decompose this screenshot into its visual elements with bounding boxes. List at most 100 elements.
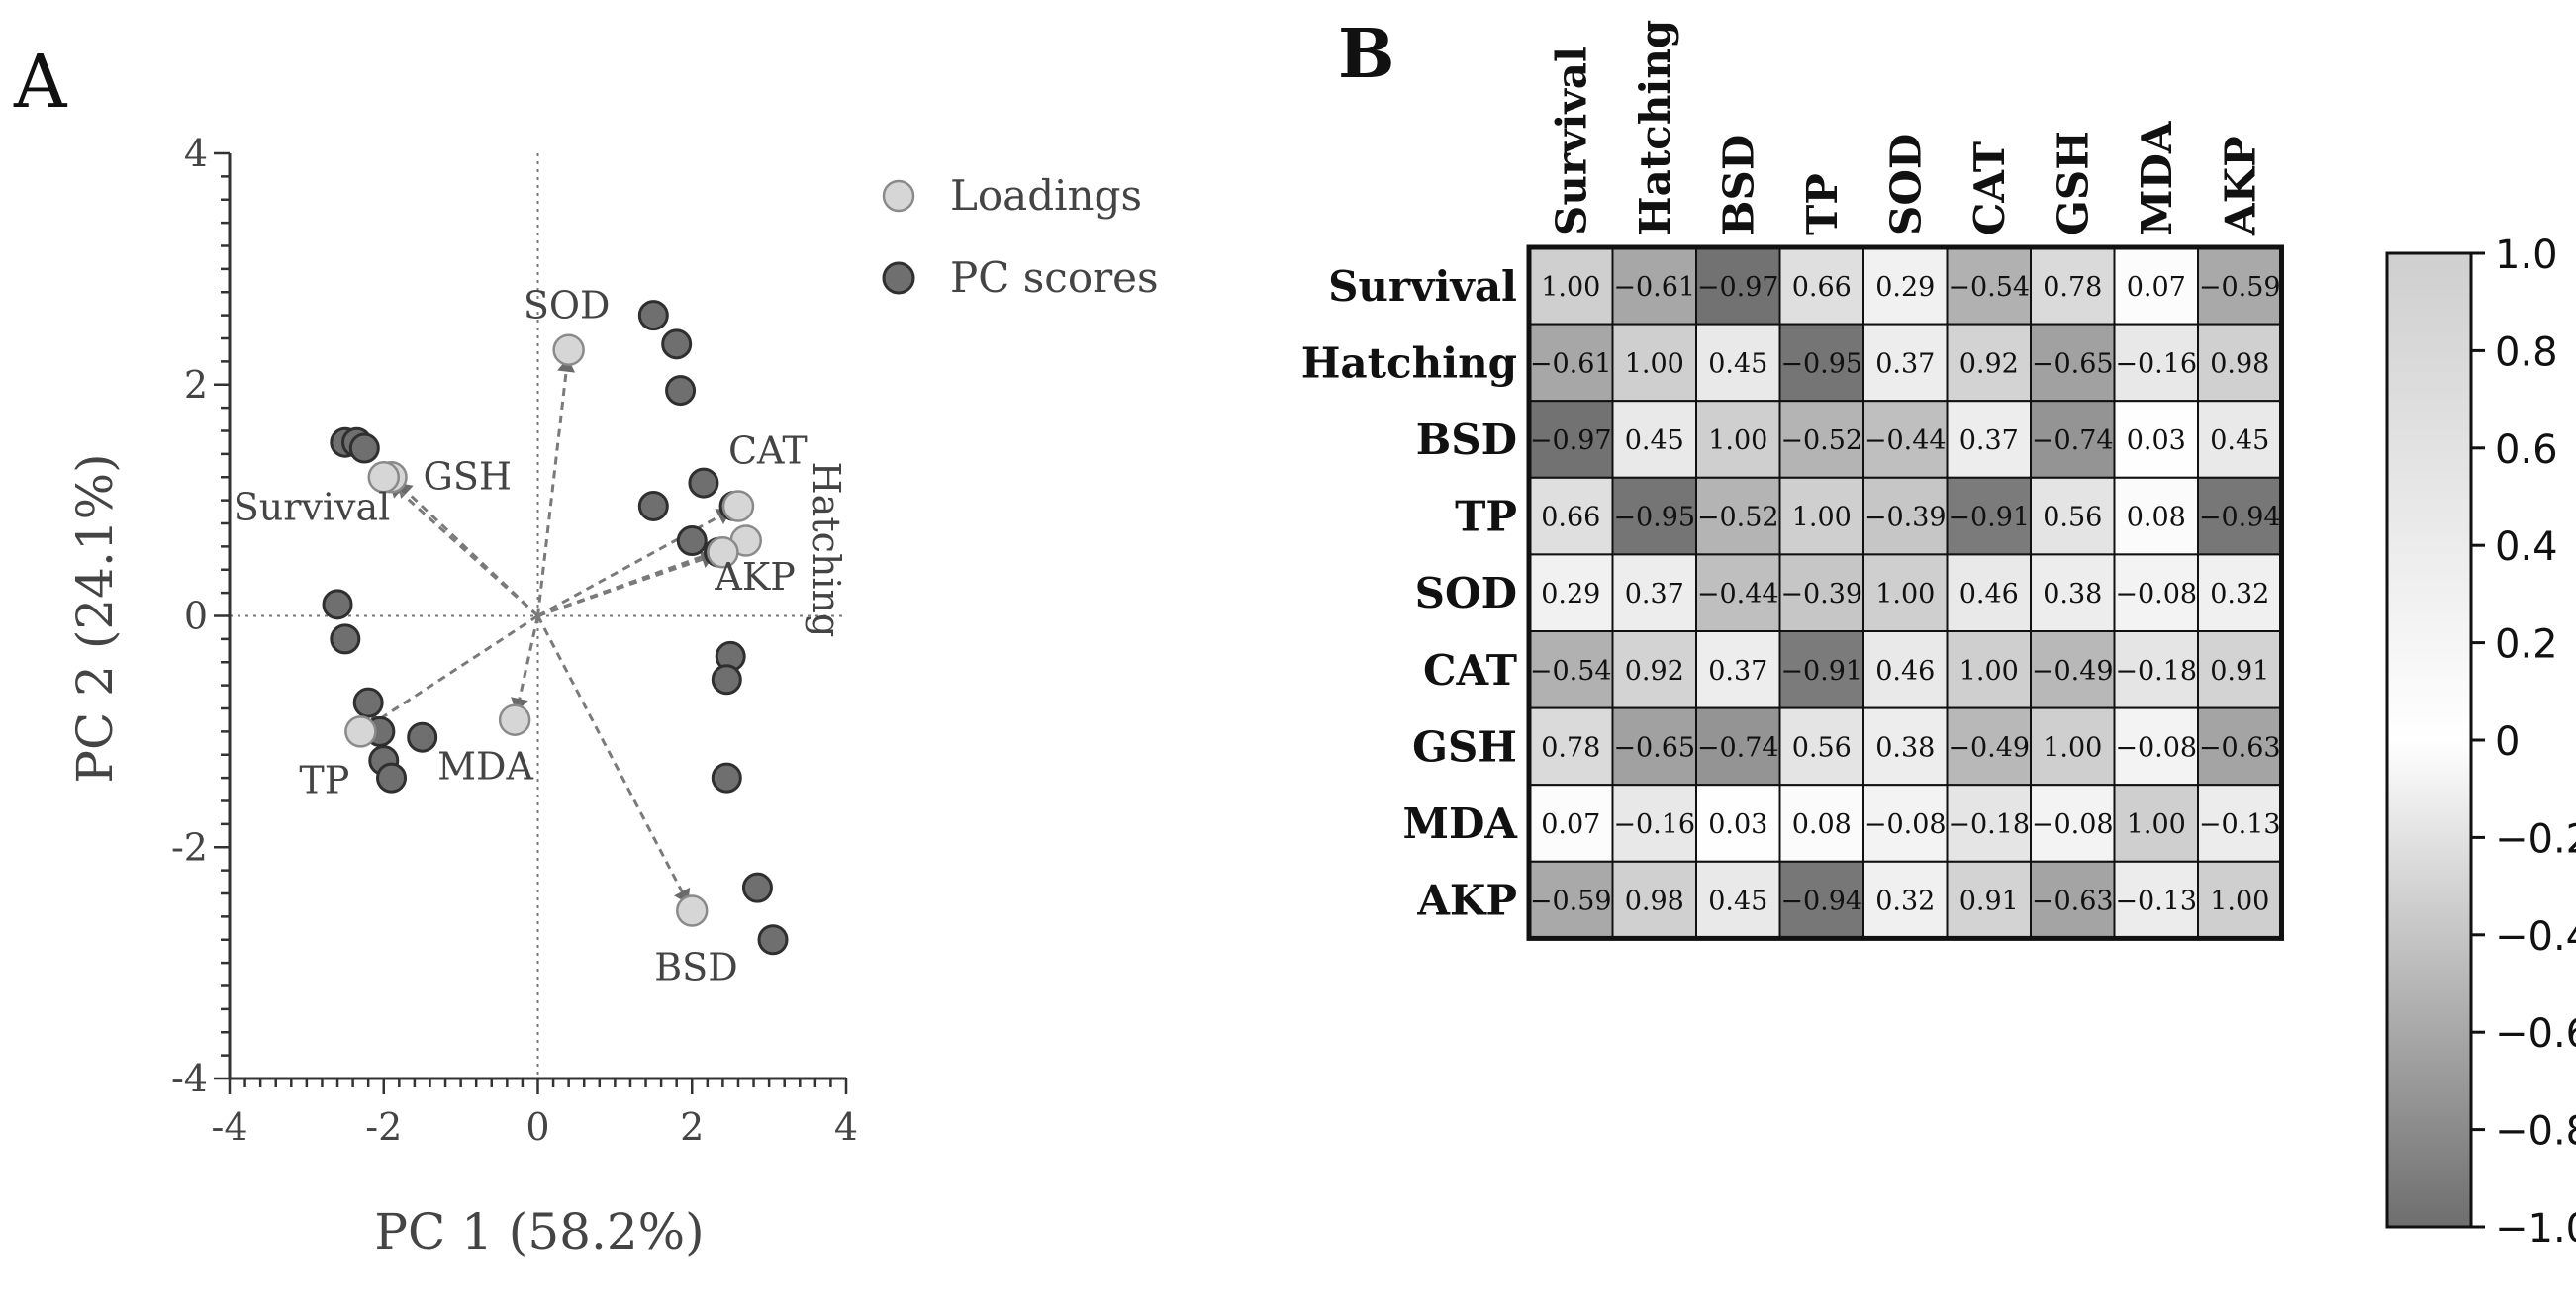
heatmap-cell-value: 0.38 <box>2043 579 2102 609</box>
loading-vector <box>536 614 687 898</box>
row-label: SOD <box>1415 569 1517 617</box>
heatmap-cell-value: 0.32 <box>2210 579 2269 609</box>
colorbar-tick-label: 0.8 <box>2495 329 2558 375</box>
heatmap-cell <box>2113 323 2199 403</box>
colorbar-tick-label: 1.0 <box>2495 233 2558 278</box>
column-labels: Survival Hatching BSD TP SOD CAT GSH MDA AKP <box>1547 20 2264 236</box>
pc-score-point <box>637 300 669 331</box>
heatmap-cell-value: 0.03 <box>2127 425 2186 456</box>
loading-vectors <box>367 357 739 904</box>
heatmap-cell-value: −0.18 <box>1948 809 2030 840</box>
heatmap-cell <box>1862 323 1949 403</box>
pc-score-point <box>676 525 708 557</box>
loading-points <box>344 333 763 927</box>
heatmap-cell-value: −0.49 <box>1948 732 2030 763</box>
y-tick-label: 4 <box>184 132 208 175</box>
y-tick-label: 2 <box>184 363 208 407</box>
heatmap-cell-value: −0.08 <box>2032 809 2114 840</box>
heatmap-cell <box>1778 630 1864 709</box>
colorbar-tick-label: 0.2 <box>2495 622 2558 668</box>
x-tick-label: 4 <box>834 1105 858 1149</box>
loading-point <box>367 461 400 494</box>
loading-label: Survival <box>234 485 391 528</box>
colorbar-tick-label: −0.4 <box>2495 914 2576 960</box>
heatmap-cell-value: 0.08 <box>1792 809 1852 840</box>
heatmap-cell-value: −0.91 <box>1780 656 1862 687</box>
heatmap-cell <box>1528 784 1614 863</box>
heatmap-cell <box>2113 553 2199 633</box>
heatmap-cell <box>1611 860 1697 940</box>
heatmap-cell-value: −0.39 <box>1780 579 1862 609</box>
heatmap-cell <box>1862 784 1949 863</box>
legend-loadings-marker <box>882 179 915 213</box>
loading-vector <box>537 556 709 617</box>
correlation-heatmap-panel: B 1.00 −0.61 −0.97 0.66 0.29 −0.54 0.78 0.07 −0.… <box>1301 15 2576 1252</box>
heatmap-cell-value: −0.74 <box>1697 732 1779 763</box>
legend-loadings-label: Loadings <box>950 171 1142 220</box>
loading-label: GSH <box>424 454 513 498</box>
loading-label: TP <box>299 758 349 801</box>
heatmap-cell-value: 0.29 <box>1541 579 1600 609</box>
heatmap-cell-value: −0.54 <box>1948 272 2030 303</box>
heatmap-cell <box>1862 553 1949 633</box>
column-label: CAT <box>1965 141 2014 235</box>
loading-vector <box>536 365 569 616</box>
heatmap-cell <box>2197 784 2283 863</box>
heatmap-cell <box>1611 784 1697 863</box>
heatmap-cell-value: −0.91 <box>1948 503 2030 533</box>
heatmap-cell-value: 0.29 <box>1875 272 1935 303</box>
colorbar-tick-label: −0.6 <box>2495 1011 2576 1057</box>
column-label: MDA <box>2133 120 2181 235</box>
legend-pc-scores-label: PC scores <box>950 253 1159 302</box>
y-axis-label: PC 2 (24.1%) <box>66 453 124 783</box>
x-tick-label: -2 <box>365 1105 402 1149</box>
pc-score-point <box>688 467 719 499</box>
heatmap-cell <box>1528 553 1614 633</box>
pc-score-point <box>376 762 408 794</box>
colorbar-gradient <box>2385 251 2473 1229</box>
pc-score-point <box>661 328 693 360</box>
heatmap-cell-value: −0.97 <box>1530 425 1612 456</box>
heatmap-cell <box>1778 476 1864 556</box>
heatmap-cell <box>1778 784 1864 863</box>
heatmap-cell-value: −0.95 <box>1613 503 1695 533</box>
heatmap-cell <box>2197 706 2283 787</box>
heatmap-cell-value: 0.45 <box>1625 425 1684 456</box>
row-label: Hatching <box>1301 338 1517 387</box>
heatmap-cell-value: 0.92 <box>1959 348 2019 379</box>
heatmap-cell-value: 0.46 <box>1959 579 2019 609</box>
heatmap-cell <box>2197 476 2283 556</box>
heatmap-cell-value: 0.98 <box>1625 887 1684 917</box>
loading-vector <box>372 614 539 724</box>
heatmap-cell-value: 1.00 <box>1625 348 1684 379</box>
heatmap-cells: 1.00 −0.61 −0.97 0.66 0.29 −0.54 0.78 0.07 −0.59… <box>1528 246 2283 940</box>
heatmap-cell-value: −0.16 <box>2115 348 2197 379</box>
y-tick-label: -2 <box>171 825 208 869</box>
heatmap-cell-value: −0.65 <box>2032 348 2114 379</box>
pc-score-point <box>637 490 669 521</box>
heatmap-cell-value: 1.00 <box>1959 656 2019 687</box>
heatmap-cell <box>2113 784 2199 863</box>
pc-score-point <box>348 432 380 464</box>
heatmap-cell-value: −0.61 <box>1530 348 1612 379</box>
heatmap-cell-value: −0.18 <box>2115 656 2197 687</box>
heatmap-cell-value: 0.37 <box>1959 425 2019 456</box>
heatmap-cell-value: −0.49 <box>2032 656 2114 687</box>
heatmap-cell-value: −0.74 <box>2032 425 2114 456</box>
x-tick-label: 2 <box>680 1105 704 1149</box>
heatmap-cell-value: −0.16 <box>1613 809 1695 840</box>
heatmap-cell-value: 1.00 <box>1875 579 1935 609</box>
heatmap-cell <box>1611 630 1697 709</box>
row-label: CAT <box>1423 646 1517 695</box>
pc-score-point <box>407 721 438 753</box>
heatmap-cell-value: 0.45 <box>2210 425 2269 456</box>
heatmap-cell-value: −0.08 <box>2115 579 2197 609</box>
heatmap-cell-value: 1.00 <box>1708 425 1767 456</box>
heatmap-cell-value: 0.91 <box>1959 887 2019 917</box>
heatmap-cell <box>2113 860 2199 940</box>
loading-label: CAT <box>728 428 808 472</box>
pc-score-point <box>757 924 789 956</box>
heatmap-cell-value: 0.37 <box>1625 579 1684 609</box>
